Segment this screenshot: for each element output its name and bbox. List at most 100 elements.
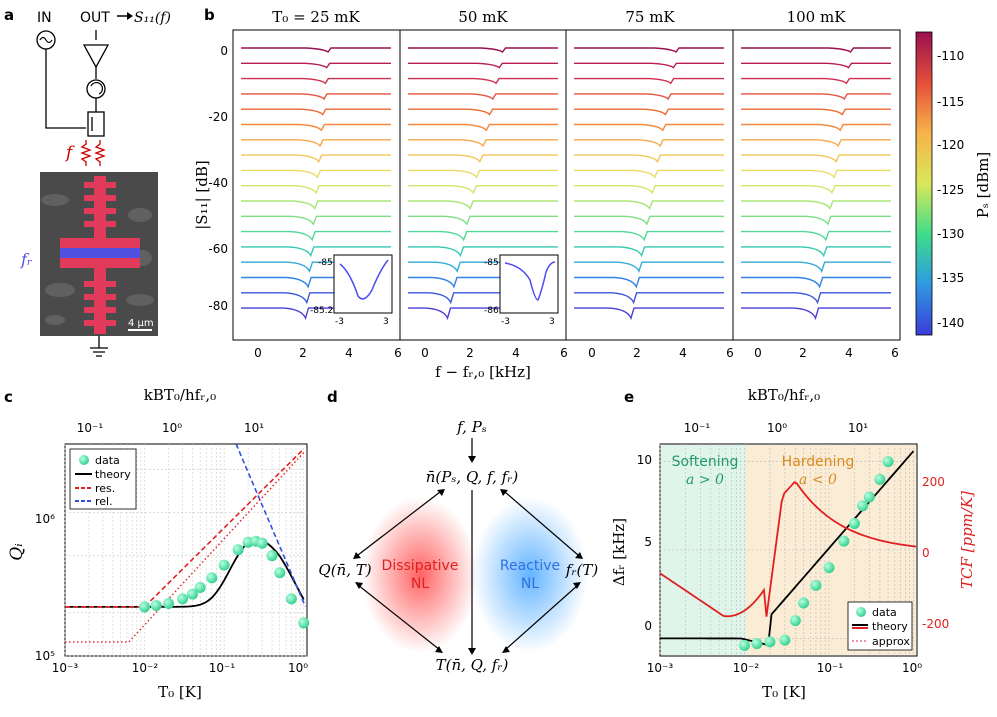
fr-label: fᵣ bbox=[20, 250, 33, 269]
e-data-point bbox=[764, 636, 776, 648]
s11-trace bbox=[741, 200, 891, 211]
c-legend-rel: rel. bbox=[95, 495, 113, 508]
s11-trace bbox=[241, 307, 391, 321]
softening-region bbox=[661, 445, 746, 655]
e-legend-theory: theory bbox=[872, 620, 908, 633]
s11-trace bbox=[408, 169, 558, 179]
inset-25mk bbox=[333, 254, 393, 314]
s11-trace bbox=[408, 292, 558, 305]
e-data-point bbox=[848, 518, 860, 529]
c-data-point bbox=[139, 601, 151, 613]
out-label: OUT bbox=[80, 10, 110, 26]
panel-c: c kBT₀/hfᵣ,₀ 10⁻¹ 10⁰ 10¹ 10⁻³ 10⁻² 10⁻¹… bbox=[4, 386, 310, 701]
s11-trace bbox=[574, 292, 724, 305]
c-legend-res: res. bbox=[95, 482, 115, 495]
s11-trace bbox=[574, 215, 724, 226]
s11-trace bbox=[408, 62, 558, 69]
b-xtick: 6 bbox=[560, 346, 568, 360]
b-ytick: -20 bbox=[208, 110, 228, 124]
s11-trace bbox=[408, 93, 558, 101]
s11-trace bbox=[574, 246, 724, 258]
c-data-point bbox=[163, 598, 175, 610]
e-data-point bbox=[789, 615, 801, 627]
s11-trace bbox=[241, 230, 391, 242]
s11-trace bbox=[741, 93, 891, 101]
e-top-tick: 10⁻¹ bbox=[684, 421, 711, 435]
s11-trace bbox=[741, 276, 891, 289]
e-data-points bbox=[739, 456, 894, 651]
e-ytick2: -200 bbox=[922, 617, 949, 631]
panel-e-label: e bbox=[624, 388, 634, 406]
e-xtick: 10⁰ bbox=[902, 661, 922, 675]
scalebar bbox=[128, 329, 152, 331]
e-data-point bbox=[751, 638, 763, 650]
legend-dot-icon bbox=[79, 455, 89, 465]
s11-trace bbox=[741, 169, 891, 179]
cbar-label: Pₛ [dBm] bbox=[974, 152, 992, 218]
s11-trace bbox=[574, 62, 724, 69]
s11-trace bbox=[741, 307, 891, 321]
s11-trace bbox=[408, 215, 558, 226]
s11-trace bbox=[241, 154, 391, 163]
c-legend-data: data bbox=[95, 454, 120, 467]
b-ytick: 0 bbox=[220, 44, 228, 58]
s11-trace bbox=[408, 276, 558, 289]
s11-trace bbox=[574, 230, 724, 242]
c-data-point bbox=[266, 550, 278, 562]
d-right-node: fᵣ(T) bbox=[565, 561, 599, 579]
b-ytick: -40 bbox=[208, 176, 228, 190]
softening-label: Softening bbox=[672, 454, 739, 470]
b-xtick: 6 bbox=[394, 346, 402, 360]
cbar-tick: -135 bbox=[937, 271, 964, 285]
e-data-point bbox=[810, 579, 822, 591]
c-top-label: kBT₀/hfᵣ,₀ bbox=[144, 386, 216, 404]
panel-b-label: b bbox=[204, 6, 215, 24]
s11-trace bbox=[741, 215, 891, 226]
s11-trace bbox=[574, 261, 724, 273]
d-top-node: f, Pₛ bbox=[456, 418, 487, 436]
b-xtick: 2 bbox=[466, 346, 474, 360]
c-xlabel: T₀ [K] bbox=[158, 683, 202, 701]
resistor-icon bbox=[80, 140, 92, 166]
hardening-label: Hardening bbox=[782, 454, 855, 470]
panel-c-label: c bbox=[4, 388, 13, 406]
b-ytick: -60 bbox=[208, 242, 228, 256]
panel-e: e kBT₀/hfᵣ,₀ 10⁻¹ 10⁰ 10¹ Softening a > … bbox=[610, 386, 976, 701]
cbar-tick: -110 bbox=[937, 49, 964, 63]
s11-trace bbox=[241, 77, 391, 85]
s11-trace bbox=[741, 139, 891, 148]
panel-a-label: a bbox=[4, 6, 14, 24]
b-xtick: 0 bbox=[254, 346, 262, 360]
e-data-point bbox=[838, 535, 850, 547]
s11-trace bbox=[241, 93, 391, 101]
scalebar-label: 4 μm bbox=[128, 318, 154, 329]
s11-trace bbox=[408, 246, 558, 258]
e-tcf-line bbox=[659, 481, 917, 618]
e-ytick: 10 bbox=[637, 453, 652, 467]
b-xtick: 4 bbox=[345, 346, 353, 360]
in-label: IN bbox=[37, 10, 52, 26]
d-arrow bbox=[504, 584, 579, 651]
b-title-25mk: T₀ = 25 mK bbox=[272, 8, 360, 26]
s11-trace bbox=[408, 123, 558, 132]
reactive-region bbox=[472, 497, 588, 653]
s11-trace bbox=[741, 47, 891, 53]
c-data-point bbox=[150, 599, 162, 611]
s11-trace bbox=[574, 77, 724, 85]
b-ylabel: |S₁₁| [dB] bbox=[193, 160, 211, 230]
s11-trace bbox=[574, 185, 724, 195]
c-data-points bbox=[139, 535, 310, 629]
cbar-tick: -130 bbox=[937, 227, 964, 241]
e-ylabel2: TCF [ppm/K] bbox=[958, 491, 976, 589]
inset-tick: 3 bbox=[383, 317, 389, 327]
s11-trace bbox=[241, 62, 391, 69]
e-top-label: kBT₀/hfᵣ,₀ bbox=[748, 386, 820, 404]
s11-trace bbox=[574, 276, 724, 289]
panel-b: b T₀ = 25 mK 50 mK 75 mK 100 mK 0 -20 -4… bbox=[193, 6, 992, 381]
c-data-point bbox=[194, 582, 206, 594]
c-xtick: 10⁰ bbox=[288, 661, 308, 675]
s11-trace bbox=[241, 123, 391, 132]
e-top-tick: 10⁰ bbox=[767, 421, 787, 435]
s11-trace bbox=[741, 185, 891, 195]
s11-trace bbox=[241, 139, 391, 148]
